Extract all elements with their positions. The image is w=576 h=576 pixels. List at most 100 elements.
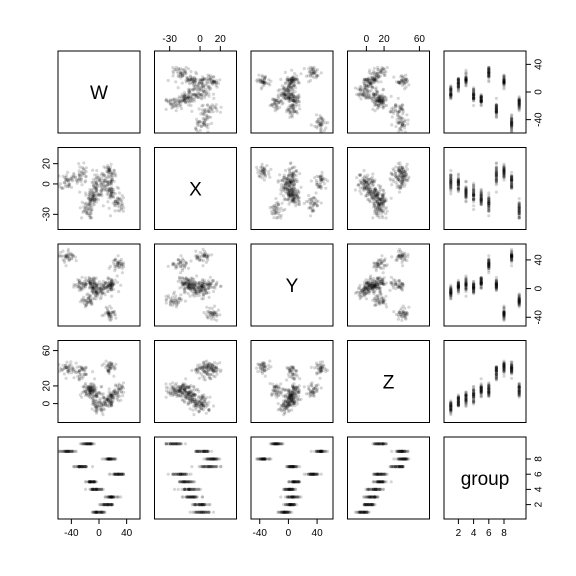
data-point-group-8 — [262, 178, 266, 182]
data-point-group-9 — [63, 176, 67, 180]
data-point-group-4 — [291, 190, 295, 194]
data-point-group-1 — [283, 168, 288, 173]
data-point-group-4 — [367, 92, 371, 97]
data-point-group-3 — [464, 78, 468, 82]
data-point-group-5 — [381, 200, 385, 204]
data-point-group-3 — [106, 276, 110, 280]
data-point-group-6 — [375, 71, 379, 75]
data-point-group-8 — [502, 82, 506, 86]
data-point-group-7 — [392, 278, 396, 282]
data-point-group-5 — [479, 279, 483, 284]
data-point-group-6 — [487, 70, 491, 74]
data-point-group-6 — [487, 261, 491, 265]
data-point-group-4 — [472, 280, 476, 284]
data-point-group-5 — [377, 99, 381, 103]
data-point-group-3 — [285, 78, 289, 82]
data-point-group-7 — [292, 173, 296, 177]
data-point-group-7 — [211, 110, 215, 114]
data-point-group-8 — [404, 77, 409, 81]
data-point-group-2 — [456, 184, 460, 188]
data-point-group-6 — [178, 261, 182, 265]
data-point-group-3 — [110, 188, 114, 192]
data-point-group-1 — [284, 89, 288, 93]
data-point-group-2 — [456, 81, 460, 85]
data-point-group-7 — [197, 287, 201, 291]
data-point-group-8 — [207, 309, 211, 314]
data-point-group-10 — [164, 294, 168, 298]
data-point-group-9 — [510, 181, 514, 185]
data-point-group-10 — [273, 106, 277, 110]
data-point-group-10 — [90, 216, 94, 220]
data-point-group-2 — [202, 78, 206, 82]
data-point-group-1 — [364, 297, 368, 301]
data-point-group-2 — [202, 76, 206, 81]
data-point-group-5 — [381, 201, 385, 205]
data-point-group-6 — [380, 261, 384, 265]
data-point-group-6 — [380, 71, 384, 75]
data-point-group-3 — [109, 186, 113, 190]
data-point-group-8 — [262, 167, 266, 171]
data-point-group-3 — [370, 190, 374, 194]
data-point-group-6 — [120, 201, 124, 206]
data-point-group-1 — [449, 188, 453, 192]
data-point-group-7 — [294, 173, 298, 178]
data-point-group-10 — [517, 214, 521, 218]
data-point-group-10 — [275, 216, 279, 220]
data-point-group-3 — [287, 192, 291, 196]
data-point-group-10 — [372, 303, 377, 307]
data-point-group-1 — [449, 87, 453, 91]
data-point-group-5 — [479, 93, 483, 97]
data-point-group-8 — [502, 174, 506, 178]
data-point-group-4 — [288, 193, 292, 197]
data-point-group-4 — [472, 286, 476, 290]
data-point-group-3 — [464, 284, 468, 288]
data-point-group-4 — [381, 88, 385, 92]
data-point-group-8 — [260, 162, 264, 166]
data-point-group-6 — [113, 203, 117, 207]
data-point-group-10 — [375, 212, 379, 216]
data-point-group-9 — [400, 258, 404, 262]
data-point-group-5 — [296, 97, 300, 101]
data-point-group-4 — [288, 99, 292, 103]
data-point-group-9 — [510, 184, 514, 188]
data-point-group-3 — [295, 77, 300, 81]
data-point-group-10 — [171, 102, 175, 106]
data-point-group-6 — [379, 266, 383, 270]
data-point-group-6 — [314, 201, 318, 205]
data-point-group-10 — [378, 302, 382, 306]
data-point-group-8 — [265, 81, 269, 85]
data-point-group-6 — [114, 257, 118, 261]
data-point-group-6 — [184, 65, 188, 70]
data-point-group-9 — [510, 251, 514, 255]
data-point-group-5 — [479, 281, 483, 285]
data-point-group-7 — [73, 175, 77, 179]
data-point-group-1 — [449, 189, 453, 193]
data-point-group-10 — [517, 202, 521, 206]
data-point-group-5 — [297, 95, 301, 99]
data-point-group-1 — [362, 168, 366, 173]
data-point-group-2 — [366, 187, 371, 191]
data-point-group-4 — [472, 204, 476, 208]
data-point-group-4 — [291, 97, 295, 101]
data-point-group-5 — [479, 94, 483, 98]
data-point-group-6 — [487, 262, 491, 266]
data-point-group-1 — [363, 86, 367, 90]
data-point-group-4 — [472, 287, 476, 291]
data-point-group-9 — [309, 123, 313, 127]
data-point-group-8 — [268, 83, 272, 87]
data-point-group-8 — [212, 315, 216, 319]
data-point-group-9 — [510, 254, 514, 258]
data-point-group-10 — [517, 298, 521, 302]
data-point-group-10 — [274, 99, 278, 103]
data-point-group-2 — [456, 180, 460, 184]
data-point-group-10 — [276, 200, 280, 204]
data-point-group-7 — [294, 169, 298, 173]
data-point-group-5 — [384, 281, 388, 285]
data-point-group-7 — [397, 109, 401, 113]
data-point-group-9 — [67, 255, 71, 260]
data-point-group-4 — [472, 87, 476, 91]
data-point-group-6 — [377, 259, 381, 263]
data-point-group-5 — [177, 276, 181, 280]
data-point-group-4 — [186, 292, 190, 296]
data-point-group-4 — [98, 286, 102, 290]
